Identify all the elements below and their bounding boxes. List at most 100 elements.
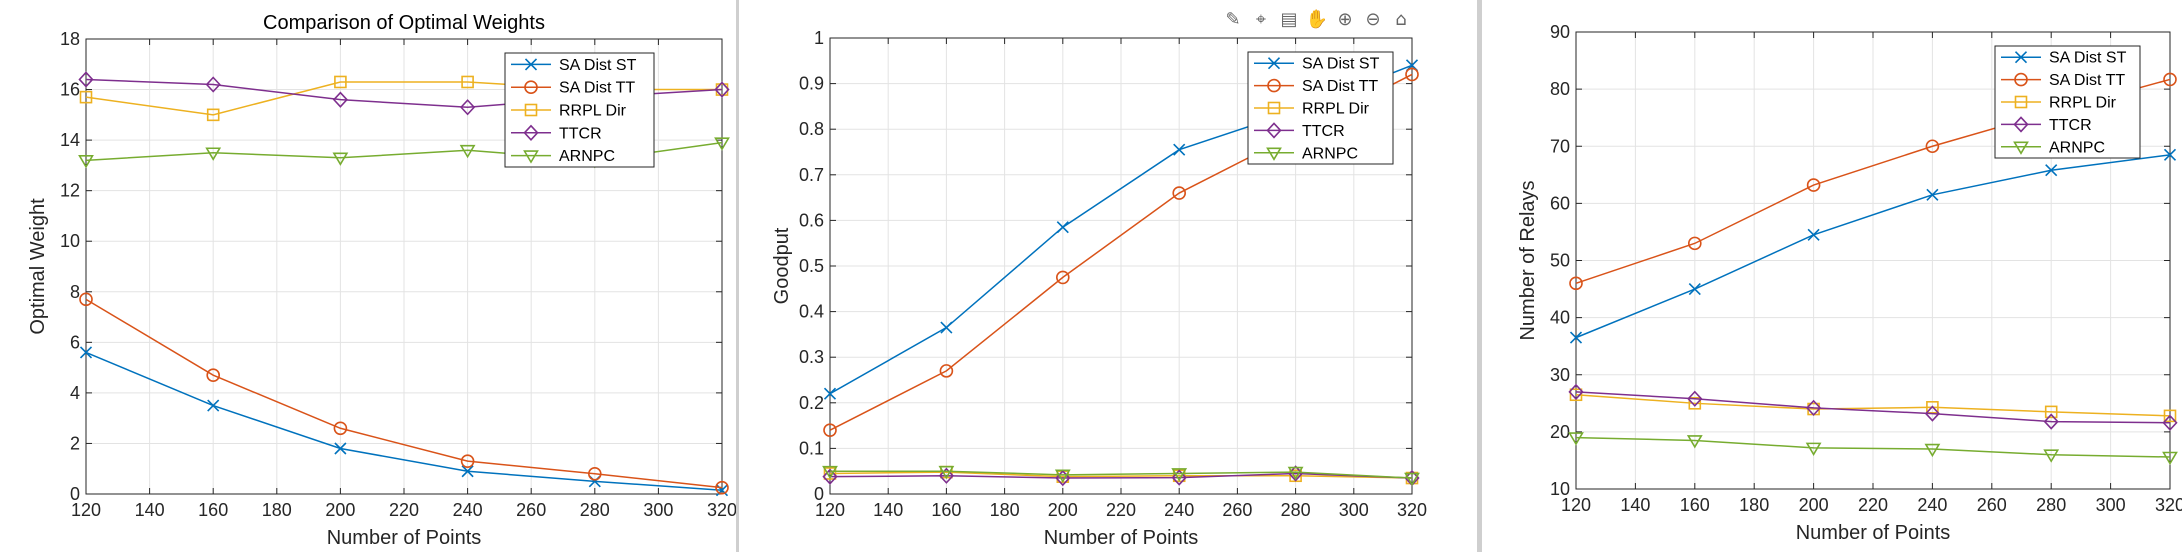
data-point-rrpl-dir	[1688, 397, 1702, 410]
data-point-arnpc	[1287, 466, 1304, 481]
data-point-ttcr	[205, 76, 221, 93]
data-point-sa-dist-st	[823, 387, 837, 400]
series-line-arnpc	[830, 470, 1413, 479]
data-point-sa-dist-st	[1173, 143, 1186, 156]
y-tick-label: 60	[1550, 193, 1570, 213]
x-tick-label: 180	[990, 500, 1020, 520]
data-point-arnpc	[2162, 451, 2178, 466]
data-point-sa-dist-st	[461, 465, 474, 478]
data-point-arnpc	[78, 155, 94, 169]
y-tick-label: 70	[1550, 136, 1570, 156]
legend-item-sa-dist-st: SA Dist ST	[1254, 56, 1380, 73]
chart-panel-optimal-weights: 120 140 160 180 200 220 240 260 280 300 320 0 2 4 6 8 10…	[0, 0, 736, 552]
series-arnpc	[1568, 432, 2178, 466]
legend-marker	[1267, 78, 1281, 93]
data-point-arnpc	[332, 152, 349, 166]
legend-item-arnpc: ARNPC	[1254, 145, 1358, 162]
y-tick-label: 50	[1550, 251, 1570, 271]
legend-marker	[2013, 116, 2029, 133]
y-tick-label: 0.1	[799, 438, 824, 458]
data-point-arnpc	[1805, 442, 1822, 456]
data-point-sa-dist-tt	[1806, 178, 1821, 192]
y-tick-label: 0.8	[799, 119, 824, 139]
legend-label: SA Dist ST	[2049, 50, 2127, 67]
legend-label: TTCR	[559, 125, 602, 142]
legend-item-rrpl-dir: RRPL Dir	[2001, 95, 2117, 112]
series-line-ttcr	[829, 472, 1413, 479]
data-point-sa-dist-st	[1926, 188, 1939, 201]
y-axis-label: Number of Relays	[1517, 180, 1539, 340]
y-tick-label: 0.4	[799, 302, 824, 322]
data-point-arnpc	[1404, 472, 1420, 487]
data-point-arnpc	[1568, 432, 1584, 446]
x-tick-label: 140	[873, 500, 903, 520]
legend-marker	[1267, 57, 1281, 70]
x-tick-label: 120	[71, 500, 101, 520]
data-point-sa-dist-tt	[2163, 72, 2177, 87]
optimal-weights-chart: 120 140 160 180 200 220 240 260 280 300 320 0 2 4 6 8 10…	[27, 12, 736, 549]
legend-icon[interactable]: ▤	[1280, 9, 1298, 30]
zoom-out-icon[interactable]: ⊖	[1365, 9, 1381, 30]
zoom-in-icon[interactable]: ⊕	[1337, 9, 1353, 30]
legend-label: RRPL Dir	[2049, 95, 2117, 112]
data-point-sa-dist-tt	[460, 454, 475, 468]
pan-icon[interactable]: ✋	[1305, 9, 1329, 30]
chart-panel-relays: 120 140 160 180 200 220 240 260 280 300 320 10 20 30 4…	[1482, 0, 2182, 552]
legend-label: ARNPC	[2049, 139, 2105, 156]
x-tick-label: 200	[325, 500, 355, 520]
data-point-ttcr	[332, 91, 348, 108]
data-point-sa-dist-tt	[206, 368, 220, 382]
y-tick-label: 0.2	[799, 393, 824, 413]
x-tick-label: 160	[931, 500, 961, 520]
legend: SA Dist ST SA Dist TT RRPL Dir TTCR ARNPC	[1994, 45, 2141, 159]
legend-marker	[524, 103, 538, 117]
chart-title: Comparison of Optimal Weights	[263, 12, 545, 34]
data-point-sa-dist-tt	[1925, 139, 1940, 154]
data-point-ttcr	[460, 99, 476, 116]
datatip-icon[interactable]: ⌖	[1255, 9, 1267, 30]
y-tick-label: 18	[60, 29, 80, 49]
legend-marker	[1266, 122, 1282, 139]
x-tick-label: 220	[1858, 495, 1888, 515]
brush-icon[interactable]: ✎	[1225, 9, 1241, 30]
data-point-sa-dist-st	[334, 442, 347, 455]
y-tick-label: 40	[1550, 308, 1570, 328]
x-tick-label: 160	[1680, 495, 1710, 515]
y-tick-label: 6	[70, 332, 80, 352]
x-tick-label: 280	[2036, 495, 2066, 515]
axes-toolbar: ✎ ⌖ ▤ ✋ ⊕ ⊖ ⌂	[1221, 8, 1413, 32]
legend-label: SA Dist TT	[559, 80, 635, 97]
data-point-arnpc	[1686, 435, 1703, 449]
data-point-sa-dist-tt	[333, 421, 348, 436]
data-point-arnpc	[822, 465, 838, 480]
y-tick-label: 14	[60, 130, 80, 150]
legend: SA Dist ST SA Dist TT RRPL Dir TTCR ARNPC	[1247, 51, 1394, 165]
data-point-ttcr	[2162, 414, 2178, 431]
legend-label: ARNPC	[1302, 145, 1358, 162]
y-tick-label: 10	[1550, 479, 1570, 499]
legend-item-sa-dist-st: SA Dist ST	[2001, 50, 2127, 67]
y-tick-label: 0	[814, 484, 824, 504]
legend-item-arnpc: ARNPC	[2001, 139, 2105, 156]
data-point-arnpc	[459, 144, 476, 159]
data-point-sa-dist-tt	[79, 292, 93, 307]
legend-label: RRPL Dir	[559, 103, 627, 120]
y-tick-label: 0.6	[799, 210, 824, 230]
data-point-rrpl-dir	[206, 108, 220, 122]
y-axis-label: Goodput	[771, 227, 793, 304]
x-tick-label: 260	[1222, 500, 1252, 520]
series-line-arnpc	[1575, 436, 2171, 458]
legend-marker	[2013, 141, 2029, 155]
x-tick-label: 260	[516, 500, 546, 520]
data-point-arnpc	[714, 137, 730, 151]
home-icon[interactable]: ⌂	[1395, 9, 1407, 30]
x-tick-label: 120	[1561, 495, 1591, 515]
data-point-ttcr	[1924, 405, 1940, 422]
legend-item-sa-dist-tt: SA Dist TT	[1254, 78, 1378, 95]
legend-label: SA Dist ST	[559, 57, 637, 74]
x-tick-label: 140	[1620, 495, 1650, 515]
legend-marker	[2014, 51, 2028, 64]
x-axis-label: Number of Points	[1044, 527, 1199, 549]
y-tick-label: 80	[1550, 79, 1570, 99]
relays-chart: 120 140 160 180 200 220 240 260 280 300 320 10 20 30 4…	[1517, 22, 2182, 544]
